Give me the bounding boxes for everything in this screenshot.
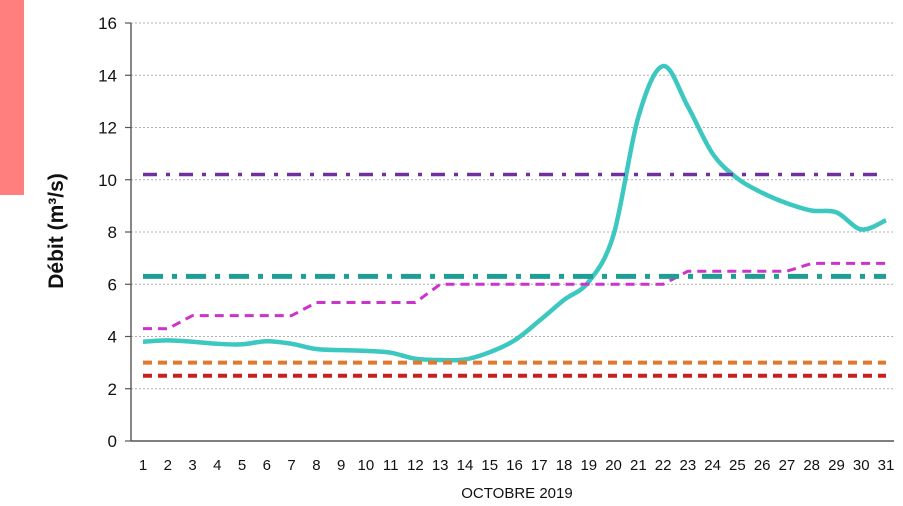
x-tick-labels: 1 2 3 4 5 6 7 8 9 10 11 12 13 14 15 16 17 18 19 20 21 22 23 24 2…	[139, 457, 895, 474]
x-tick-label-30: 30	[853, 457, 870, 474]
x-tick-label-7: 7	[287, 457, 295, 474]
x-tick-label-22: 22	[655, 457, 672, 474]
x-tick-label-11: 11	[383, 457, 399, 474]
y-tick-label-14: 14	[98, 66, 117, 85]
x-tick-label-17: 17	[531, 457, 548, 474]
x-tick-label-25: 25	[729, 457, 746, 474]
x-tick-label-10: 10	[358, 457, 375, 474]
x-tick-label-18: 18	[556, 457, 573, 474]
x-tick-label-13: 13	[432, 457, 449, 474]
y-tick-label-8: 8	[108, 223, 117, 242]
x-tick-label-31: 31	[878, 457, 895, 474]
x-tick-label-20: 20	[605, 457, 622, 474]
x-tick-label-26: 26	[754, 457, 771, 474]
x-tick-label-14: 14	[457, 457, 474, 474]
x-tick-label-4: 4	[213, 457, 221, 474]
axes	[125, 22, 894, 442]
x-tick-label-27: 27	[779, 457, 796, 474]
y-tick-label-4: 4	[108, 328, 117, 347]
pink-accent-block	[0, 0, 24, 195]
x-tick-label-1: 1	[139, 457, 147, 474]
x-tick-label-9: 9	[337, 457, 345, 474]
y-tick-label-12: 12	[98, 119, 117, 138]
grid-lines	[131, 22, 894, 390]
x-tick-label-12: 12	[407, 457, 424, 474]
x-tick-label-15: 15	[481, 457, 498, 474]
x-tick-label-24: 24	[704, 457, 721, 474]
x-tick-label-8: 8	[312, 457, 320, 474]
x-tick-label-2: 2	[164, 457, 172, 474]
x-tick-label-21: 21	[630, 457, 647, 474]
y-tick-label-10: 10	[98, 171, 117, 190]
x-axis-label: OCTOBRE 2019	[461, 485, 572, 502]
x-tick-label-28: 28	[803, 457, 820, 474]
x-tick-label-3: 3	[188, 457, 196, 474]
series-lines	[142, 63, 887, 378]
x-tick-label-16: 16	[506, 457, 523, 474]
y-axis-label: Débit (m³/s)	[45, 173, 68, 289]
y-tick-label-16: 16	[98, 14, 117, 33]
series-line-1	[142, 63, 887, 363]
y-tick-labels: 0 2 4 6 8 10 12 14 16	[98, 14, 117, 451]
y-tick-label-2: 2	[108, 380, 117, 399]
y-tick-label-0: 0	[108, 432, 117, 451]
x-tick-label-19: 19	[580, 457, 597, 474]
y-tick-label-6: 6	[108, 275, 117, 294]
x-tick-label-5: 5	[238, 457, 246, 474]
series-line-2	[142, 261, 886, 331]
x-tick-label-29: 29	[828, 457, 845, 474]
x-tick-label-6: 6	[263, 457, 271, 474]
x-tick-label-23: 23	[680, 457, 697, 474]
